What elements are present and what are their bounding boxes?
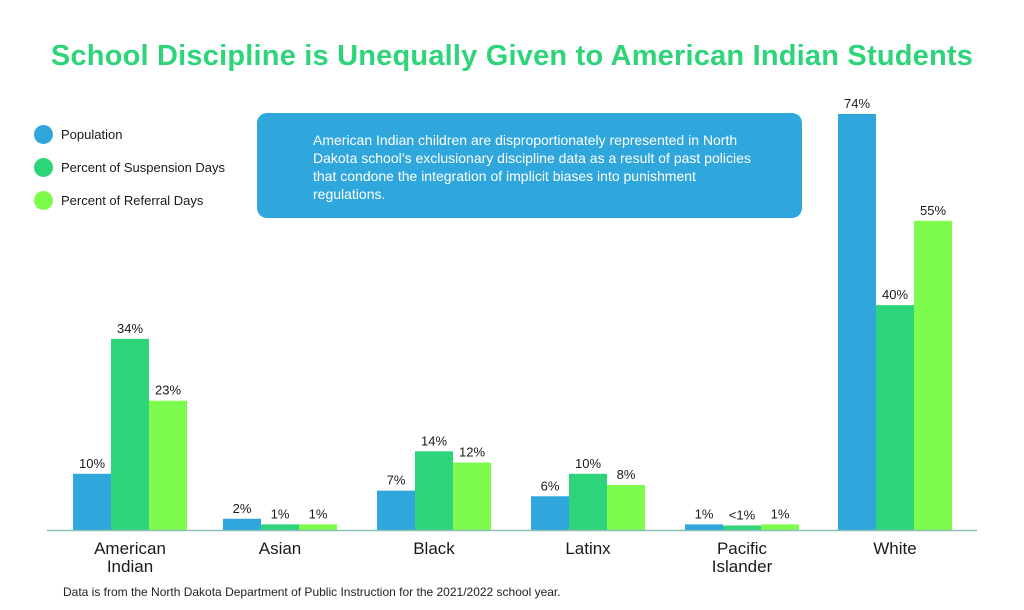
data-label-referral-american-indian: 23% [155, 383, 181, 398]
category-label-asian: Asian [259, 539, 302, 558]
bar-suspension-pacific-islander [723, 525, 761, 530]
bar-referral-pacific-islander [761, 524, 799, 530]
data-label-population-american-indian: 10% [79, 456, 105, 471]
bar-suspension-black [415, 451, 453, 530]
data-label-population-white: 74% [844, 96, 870, 111]
data-label-population-pacific-islander: 1% [695, 506, 714, 521]
legend-item-population: Population [34, 118, 225, 151]
chart-title: School Discipline is Unequally Given to … [50, 40, 974, 72]
legend-label-referral: Percent of Referral Days [61, 193, 204, 208]
data-label-population-black: 7% [387, 473, 406, 488]
bar-referral-asian [299, 524, 337, 530]
bar-referral-black [453, 462, 491, 530]
bar-population-white [838, 114, 876, 530]
data-label-referral-asian: 1% [309, 506, 328, 521]
bar-suspension-asian [261, 524, 299, 530]
legend: Population Percent of Suspension Days Pe… [34, 118, 225, 217]
category-label-white: White [873, 539, 916, 558]
bar-population-black [377, 490, 415, 530]
footnote: Data is from the North Dakota Department… [63, 585, 561, 599]
category-label-pacific-islander: Pacific Islander [712, 539, 773, 576]
data-label-suspension-pacific-islander: <1% [729, 508, 756, 523]
data-label-referral-pacific-islander: 1% [771, 506, 790, 521]
data-label-referral-white: 55% [920, 203, 946, 218]
bar-population-asian [223, 518, 261, 530]
data-label-population-latinx: 6% [541, 478, 560, 493]
callout-text: American Indian children are disproporti… [313, 132, 751, 202]
legend-label-population: Population [61, 127, 123, 142]
bar-suspension-latinx [569, 473, 607, 530]
data-label-referral-latinx: 8% [617, 467, 636, 482]
data-label-referral-black: 12% [459, 445, 485, 460]
bar-suspension-white [876, 305, 914, 530]
bar-referral-latinx [607, 485, 645, 530]
bar-suspension-american-indian [111, 338, 149, 530]
bar-referral-american-indian [149, 400, 187, 530]
legend-item-suspension: Percent of Suspension Days [34, 151, 225, 184]
data-label-population-asian: 2% [233, 501, 252, 516]
bar-population-latinx [531, 496, 569, 530]
legend-swatch-referral [34, 191, 53, 210]
data-label-suspension-american-indian: 34% [117, 321, 143, 336]
data-label-suspension-asian: 1% [271, 506, 290, 521]
callout-box: American Indian children are disproporti… [257, 113, 802, 218]
legend-swatch-population [34, 125, 53, 144]
category-label-latinx: Latinx [565, 539, 611, 558]
category-label-black: Black [413, 539, 455, 558]
data-label-suspension-latinx: 10% [575, 456, 601, 471]
bar-population-pacific-islander [685, 524, 723, 530]
category-label-american-indian: American Indian [94, 539, 166, 576]
data-label-suspension-white: 40% [882, 287, 908, 302]
data-label-suspension-black: 14% [421, 433, 447, 448]
legend-item-referral: Percent of Referral Days [34, 184, 225, 217]
legend-swatch-suspension [34, 158, 53, 177]
bar-referral-white [914, 220, 952, 531]
bar-population-american-indian [73, 473, 111, 530]
legend-label-suspension: Percent of Suspension Days [61, 160, 226, 175]
